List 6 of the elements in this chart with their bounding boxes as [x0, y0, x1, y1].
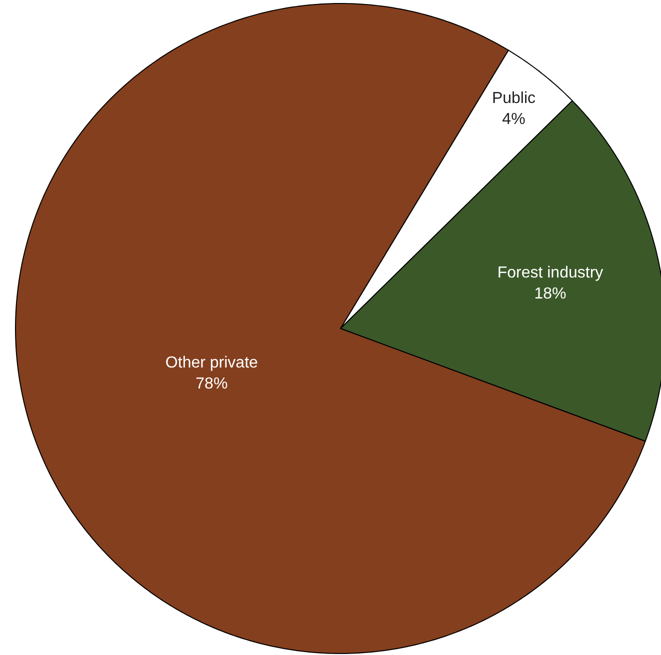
slice-label: Other private: [165, 354, 258, 372]
slice-label: Forest industry: [497, 264, 604, 282]
slice-label: Public: [492, 90, 536, 108]
data-label: 4%: [502, 111, 526, 128]
data-label: 78%: [196, 376, 228, 393]
data-label: 18%: [534, 286, 566, 303]
